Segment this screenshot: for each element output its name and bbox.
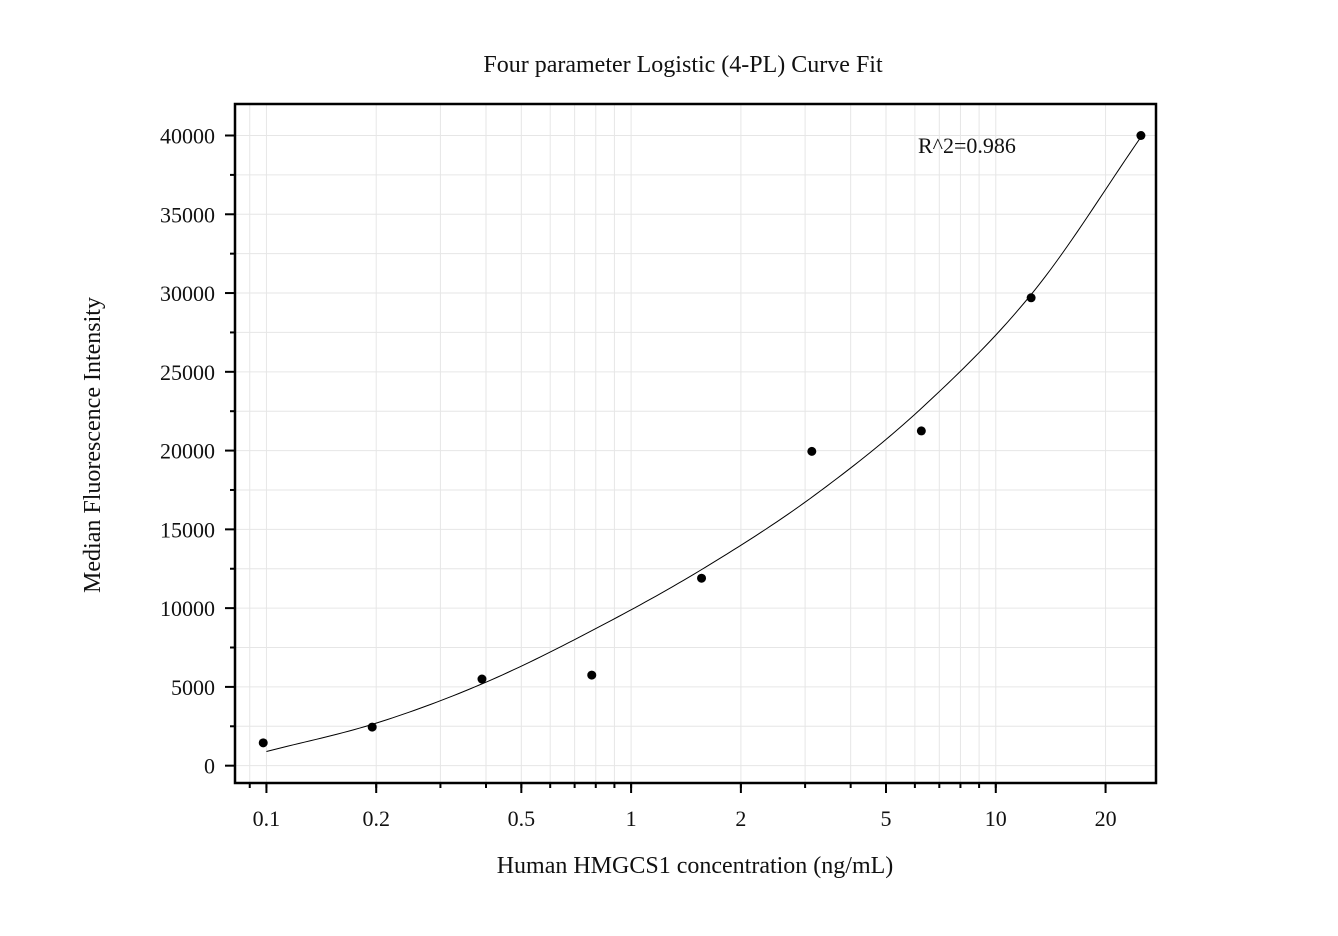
y-tick-label: 5000 [171, 675, 215, 700]
x-tick-label: 5 [881, 806, 892, 831]
data-point [807, 446, 817, 456]
chart-title: Four parameter Logistic (4-PL) Curve Fit [483, 52, 883, 78]
data-point [258, 738, 268, 748]
y-tick-label: 0 [204, 754, 215, 779]
y-tick-label: 40000 [160, 124, 215, 149]
axis-tick-labels: 0.1 0.2 0.5 1 2 5 10 20 0 5000 10000 15000 20000 2500… [160, 124, 1117, 831]
y-tick-label: 20000 [160, 439, 215, 464]
y-tick-label: 10000 [160, 596, 215, 621]
x-tick-label: 1 [626, 806, 637, 831]
y-tick-label: 35000 [160, 202, 215, 227]
x-tick-label: 0.2 [362, 806, 390, 831]
data-point [1136, 131, 1146, 141]
x-axis-label: Human HMGCS1 concentration (ng/mL) [497, 853, 894, 879]
x-tick-label: 0.1 [253, 806, 281, 831]
axis-ticks [225, 134, 1107, 793]
x-tick-label: 0.5 [508, 806, 536, 831]
data-point [587, 670, 597, 680]
data-point [697, 573, 707, 583]
data-point [477, 674, 487, 684]
plot-frame [233, 102, 1158, 785]
grid-lines [235, 104, 1156, 783]
y-axis-label: Median Fluorescence Intensity [80, 297, 106, 593]
y-tick-label: 25000 [160, 360, 215, 385]
x-tick-label: 10 [985, 806, 1007, 831]
data-point [1026, 293, 1036, 303]
x-tick-label: 2 [735, 806, 746, 831]
data-point [367, 722, 377, 732]
y-tick-label: 15000 [160, 517, 215, 542]
fit-curve [266, 136, 1142, 752]
data-point [916, 426, 926, 436]
x-tick-label: 20 [1095, 806, 1117, 831]
y-tick-label: 30000 [160, 281, 215, 306]
data-points [258, 131, 1146, 748]
r-squared-annotation: R^2=0.986 [918, 133, 1016, 158]
